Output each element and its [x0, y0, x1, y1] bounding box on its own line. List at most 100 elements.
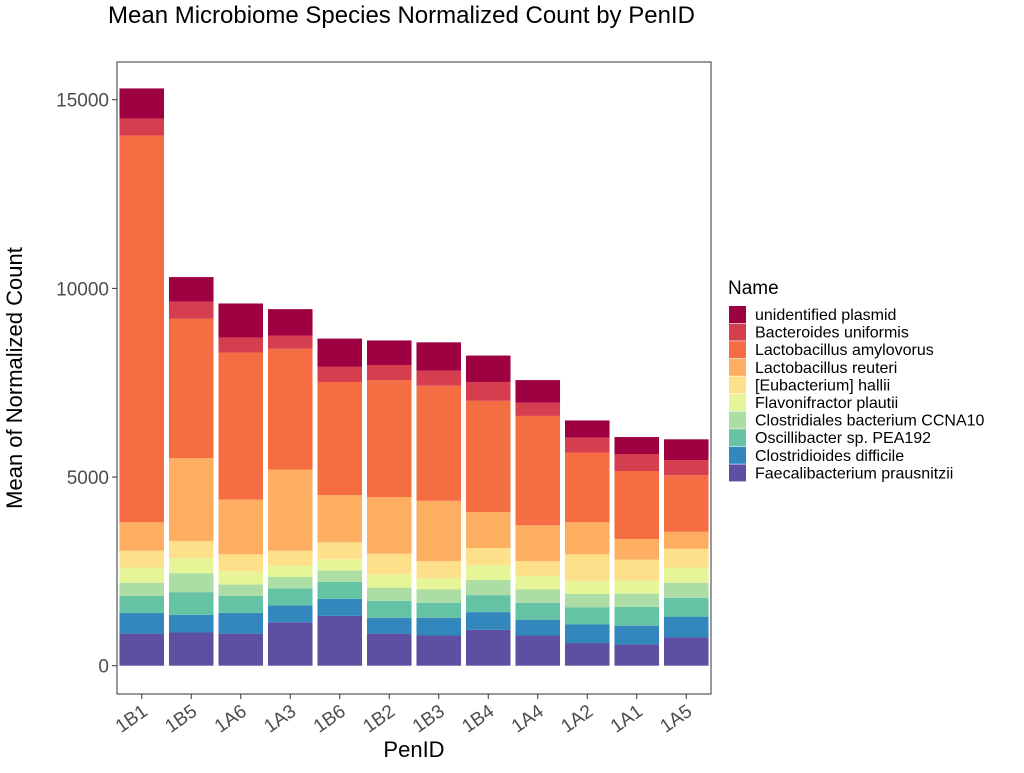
- y-axis: 0 5000 10000 15000: [56, 91, 117, 678]
- bar-segment: [366, 633, 412, 666]
- bar-segment: [317, 570, 363, 582]
- bar-segment: [564, 420, 610, 438]
- legend-item: Bacteroides uniformis: [729, 323, 909, 342]
- bar-segment: [267, 622, 313, 666]
- legend-label: Flavonifractor plautii: [755, 395, 898, 412]
- bar-segment: [218, 352, 264, 500]
- legend-item: Lactobacillus reuteri: [729, 358, 897, 377]
- chart-title: Mean Microbiome Species Normalized Count…: [108, 2, 695, 29]
- bar-segment: [614, 625, 660, 645]
- bar-segment: [119, 595, 165, 613]
- bar-segment: [317, 338, 363, 367]
- bar-segment: [218, 303, 264, 338]
- y-axis-title: Mean of Normalized Count: [2, 247, 27, 509]
- legend-key: [729, 446, 746, 464]
- bar-segment: [119, 118, 165, 136]
- bar-stack-1B5: [168, 277, 214, 666]
- bar-segment: [515, 576, 561, 590]
- bar-segment: [564, 607, 610, 625]
- legend-title: Name: [728, 278, 779, 299]
- bar-segment: [564, 594, 610, 608]
- legend-label: Bacteroides uniformis: [755, 325, 909, 342]
- bar-segment: [515, 525, 561, 562]
- bar-segment: [515, 619, 561, 636]
- legend-key: [729, 323, 746, 341]
- bar-segment: [416, 370, 462, 386]
- bar-stack-1B3: [416, 342, 462, 666]
- bar-segment: [218, 595, 264, 613]
- bar-segment: [218, 633, 264, 666]
- bar-segment: [465, 355, 511, 382]
- bar-segment: [366, 553, 412, 575]
- x-tick-label: 1B6: [310, 701, 350, 738]
- legend-label: Lactobacillus amylovorus: [755, 342, 934, 359]
- bar-segment: [515, 561, 561, 577]
- bar-segment: [119, 633, 165, 666]
- y-tick-label: 5000: [67, 468, 109, 489]
- legend-label: [Eubacterium] hallii: [755, 377, 890, 394]
- bar-segment: [416, 617, 462, 636]
- bar-segment: [168, 592, 214, 615]
- bar-segment: [218, 612, 264, 634]
- bar-segment: [366, 587, 412, 601]
- legend-item: Lactobacillus amylovorus: [729, 341, 934, 359]
- bar-segment: [317, 495, 363, 543]
- bar-segment: [168, 614, 214, 633]
- bar-segment: [515, 380, 561, 403]
- legend-label: unidentified plasmid: [755, 307, 896, 324]
- bar-segment: [168, 277, 214, 302]
- bar-segment: [663, 567, 709, 583]
- bar-segment: [267, 565, 313, 578]
- bar-segment: [119, 88, 165, 119]
- bar-segment: [267, 588, 313, 606]
- bar-segment: [614, 559, 660, 581]
- legend-item: Clostridiales bacterium CCNA10: [729, 411, 985, 430]
- bar-segment: [614, 471, 660, 539]
- bar-segment: [663, 531, 709, 549]
- bar-segment: [317, 366, 363, 382]
- bar-segment: [119, 612, 165, 634]
- bar-segment: [366, 340, 412, 365]
- bar-segment: [416, 578, 462, 590]
- x-axis-title: PenID: [383, 737, 444, 762]
- bar-segment: [614, 593, 660, 607]
- bar-segment: [366, 497, 412, 554]
- legend-item: [Eubacterium] hallii: [729, 376, 890, 394]
- bar-segment: [168, 632, 214, 666]
- bar-segment: [168, 301, 214, 319]
- legend-key: [729, 306, 746, 323]
- bar-segment: [218, 337, 264, 353]
- bar-stack-1A3: [267, 309, 313, 666]
- bar-segment: [317, 615, 363, 666]
- bar-segment: [465, 595, 511, 613]
- bar-segment: [366, 617, 412, 634]
- bar-segment: [614, 538, 660, 560]
- legend-key: [729, 429, 746, 447]
- bar-segment: [465, 381, 511, 401]
- legend-key: [729, 358, 746, 376]
- bar-stack-1A4: [515, 380, 561, 666]
- bars-layer: [119, 88, 709, 666]
- bar-segment: [267, 335, 313, 349]
- bar-segment: [317, 559, 363, 571]
- bar-segment: [366, 600, 412, 618]
- legend-item: Clostridioides difficile: [729, 446, 904, 465]
- y-tick-label: 10000: [56, 279, 109, 300]
- bar-segment: [416, 602, 462, 618]
- bar-segment: [663, 582, 709, 598]
- bar-stack-1B1: [119, 88, 165, 666]
- legend-label: Faecalibacterium prausnitzii: [755, 465, 953, 482]
- bar-segment: [119, 522, 165, 551]
- bar-stack-1A1: [614, 437, 660, 666]
- bar-segment: [218, 571, 264, 585]
- bar-segment: [564, 624, 610, 644]
- bar-stack-1A6: [218, 303, 264, 666]
- bar-segment: [614, 437, 660, 455]
- x-tick-label: 1B1: [112, 701, 152, 738]
- legend-item: Flavonifractor plautii: [729, 394, 898, 412]
- x-tick-label: 1A4: [508, 701, 548, 738]
- x-tick-label: 1B2: [359, 701, 399, 738]
- bar-segment: [663, 475, 709, 532]
- bar-segment: [168, 573, 214, 593]
- x-tick-label: 1B4: [458, 701, 498, 738]
